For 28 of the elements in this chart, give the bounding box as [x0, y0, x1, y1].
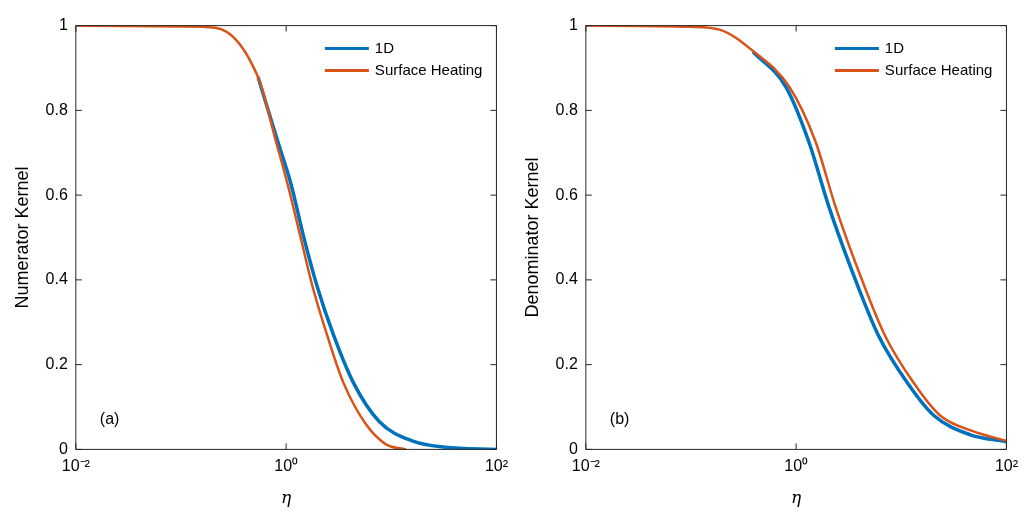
y-tick-label: 1 — [568, 16, 578, 34]
y-tick-label: 1 — [58, 16, 68, 34]
annotation: (b) — [609, 410, 630, 428]
y-tick-label: 0.4 — [555, 270, 578, 288]
x-tick-label: 10⁰ — [784, 457, 809, 475]
y-tick-label: 0.8 — [555, 100, 578, 118]
legend-label: 1D — [374, 38, 395, 56]
y-tick-label: 0.4 — [45, 270, 68, 288]
x-tick-label: 10² — [484, 457, 509, 475]
x-tick-label: 10⁻² — [571, 457, 601, 475]
legend-label: Surface Heating — [374, 60, 483, 78]
y-axis-title: Denominator Kernel — [521, 157, 542, 318]
annotation: (a) — [99, 410, 120, 428]
legend-label: Surface Heating — [884, 60, 993, 78]
x-axis-title: η — [791, 487, 803, 508]
y-tick-label: 0 — [568, 439, 578, 457]
x-tick-label: 10² — [994, 457, 1019, 475]
legend-label: 1D — [884, 38, 905, 56]
x-tick-label: 10⁰ — [274, 457, 299, 475]
y-tick-label: 0.6 — [555, 185, 578, 203]
y-tick-label: 0 — [58, 439, 68, 457]
y-tick-label: 0.2 — [555, 355, 578, 373]
x-axis-title: η — [281, 487, 293, 508]
y-tick-label: 0.2 — [45, 355, 68, 373]
y-tick-label: 0.6 — [45, 185, 68, 203]
y-tick-label: 0.8 — [45, 100, 68, 118]
y-axis-title: Numerator Kernel — [11, 166, 32, 309]
x-tick-label: 10⁻² — [61, 457, 91, 475]
